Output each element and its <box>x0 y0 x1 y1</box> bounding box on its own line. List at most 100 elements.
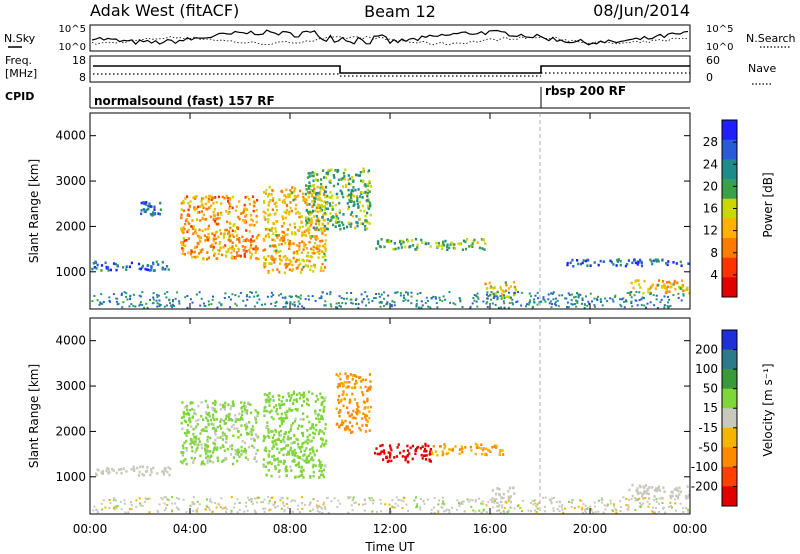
colorbar-segment <box>722 408 737 429</box>
colorbar-segment <box>722 447 737 468</box>
echo-region-3 <box>335 372 372 434</box>
freq-panel-frame <box>89 55 691 83</box>
colorbar-tick-label: 12 <box>703 224 718 238</box>
colorbar-tick-label: 16 <box>703 202 718 216</box>
noise-right-label: N.Search <box>746 32 796 45</box>
velocity-axes: 1000 2000 3000 4000 <box>55 318 691 514</box>
colorbar-tick-label: 24 <box>703 157 718 171</box>
x-tick-label: 20:00 <box>573 522 608 536</box>
y-tick-label: 3000 <box>55 379 86 393</box>
colorbar-segment <box>722 427 737 448</box>
noise-panel-frame <box>89 24 691 52</box>
time-axis: 00:00 04:00 08:00 12:00 16:00 20:00 00:00 <box>73 522 708 536</box>
echo-region-7 <box>566 258 690 268</box>
noise-sky-trace <box>91 29 689 46</box>
noise-search-trace <box>91 35 689 46</box>
date-label: 08/Jun/2014 <box>593 1 690 20</box>
echo-region-5 <box>430 442 505 457</box>
x-tick-label: 16:00 <box>473 522 508 536</box>
echo-region-4 <box>373 442 432 464</box>
noise-left-label: N.Sky <box>4 32 36 45</box>
velocity-ylabel: Slant Range [km] <box>27 364 41 468</box>
colorbar-tick-label: -100 <box>691 460 718 474</box>
noise-traces <box>91 29 689 46</box>
velocity-colorbar-label: Velocity [m s⁻¹] <box>761 363 775 456</box>
colorbar-segment <box>722 388 737 409</box>
noise-left-tick-top: 10^5 <box>59 24 86 35</box>
colorbar-segment <box>722 257 737 278</box>
y-tick-label: 4000 <box>55 334 86 348</box>
colorbar-tick-label: 200 <box>695 343 718 357</box>
near-range-echoes <box>91 291 685 309</box>
colorbar-tick-label: 28 <box>703 135 718 149</box>
colorbar-segment <box>722 218 737 239</box>
colorbar-tick-label: 15 <box>703 401 718 415</box>
cpid-mode-2: rbsp 200 RF <box>545 84 626 98</box>
colorbar-segment <box>722 349 737 370</box>
velocity-heatmap <box>92 372 690 514</box>
velocity-panel-frame <box>89 317 691 515</box>
colorbar-segment <box>722 159 737 180</box>
echo-region-1 <box>140 201 162 217</box>
echo-region-0 <box>95 465 172 477</box>
y-tick-label: 2000 <box>55 424 86 438</box>
noise-right-tick-bottom: 10^0 <box>706 42 733 53</box>
power-colorbar-label: Power [dB] <box>761 172 775 237</box>
echo-region-2 <box>262 390 328 479</box>
colorbar-tick-label: 20 <box>703 179 718 193</box>
power-heatmap <box>91 167 690 309</box>
y-tick-label: 2000 <box>55 219 86 233</box>
cpid-mode-1: normalsound (fast) 157 RF <box>94 94 275 108</box>
colorbar-segment <box>722 179 737 200</box>
beam-label: Beam 12 <box>364 2 436 21</box>
cpid-label: CPID <box>5 90 34 103</box>
colorbar-tick-label: -15 <box>698 421 718 435</box>
echo-region-8 <box>629 279 690 295</box>
colorbar-tick-label: -50 <box>698 440 718 454</box>
freq-trace <box>93 65 690 74</box>
echo-region-3 <box>262 185 327 275</box>
colorbar-segment <box>722 330 737 351</box>
colorbar-segment <box>722 466 737 487</box>
colorbar-segment <box>722 238 737 259</box>
freq-label-line2: [MHz] <box>5 67 37 80</box>
colorbar-tick-label: 100 <box>695 362 718 376</box>
power-ylabel: Slant Range [km] <box>27 159 41 263</box>
site-title: Adak West (fitACF) <box>90 1 239 20</box>
xlabel: Time UT <box>364 540 415 554</box>
freq-tick-top: 18 <box>72 54 86 67</box>
x-tick-label: 12:00 <box>373 522 408 536</box>
power-axes: 1000 2000 3000 4000 <box>55 113 691 309</box>
colorbar-tick-label: 4 <box>710 268 718 282</box>
colorbar-tick-label: 50 <box>703 382 718 396</box>
y-tick-label: 1000 <box>55 265 86 279</box>
nave-tick-top: 60 <box>706 54 720 67</box>
y-tick-label: 4000 <box>55 129 86 143</box>
noise-right-tick-top: 10^5 <box>706 24 733 35</box>
y-tick-label: 1000 <box>55 470 86 484</box>
nave-label: Nave <box>748 62 776 75</box>
power-panel-frame <box>89 112 691 310</box>
colorbar-segment <box>722 369 737 390</box>
colorbar-tick-label: 8 <box>710 246 718 260</box>
x-tick-label: 08:00 <box>273 522 308 536</box>
colorbar-segment <box>722 277 737 298</box>
echo-region-5 <box>375 237 487 251</box>
nave-tick-bottom: 0 <box>706 71 713 84</box>
velocity-colorbar: 200 100 50 15 -15 -50 -100 -200 <box>691 329 738 507</box>
echo-region-2 <box>180 194 260 261</box>
colorbar-tick-label: -200 <box>691 479 718 493</box>
colorbar-segment <box>722 120 737 141</box>
x-tick-label: 00:00 <box>73 522 108 536</box>
near-range-echoes <box>92 496 690 514</box>
y-tick-label: 3000 <box>55 174 86 188</box>
x-tick-label: 04:00 <box>173 522 208 536</box>
colorbar-segment <box>722 198 737 219</box>
power-colorbar: 4 8 12 16 20 24 28 <box>703 119 738 298</box>
noise-left-tick-bottom: 10^0 <box>59 42 86 53</box>
echo-region-7 <box>628 483 690 500</box>
x-tick-label: 00:00 <box>673 522 708 536</box>
colorbar-segment <box>722 139 737 160</box>
freq-label-line1: Freq. <box>5 54 32 67</box>
